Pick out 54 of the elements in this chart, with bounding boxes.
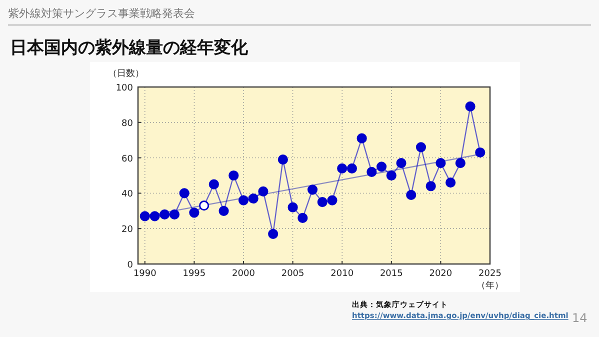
point [455, 158, 466, 168]
point [150, 211, 160, 222]
point [189, 208, 200, 218]
text: 14 [572, 311, 588, 325]
point [327, 195, 338, 206]
x-tick-label: 2000 [232, 269, 256, 279]
point [446, 178, 456, 188]
y-axis-title: （日数） [108, 68, 144, 79]
y-tick-label: 40 [122, 190, 134, 200]
point [317, 197, 328, 208]
point [307, 184, 318, 195]
x-tick-label: 2010 [330, 269, 354, 279]
point [179, 188, 190, 198]
chart-title: 日本国内の紫外線量の経年変化 [10, 38, 249, 58]
point [298, 212, 308, 224]
x-tick-label: 2005 [281, 269, 304, 279]
point [475, 147, 486, 158]
point [436, 158, 446, 168]
point [396, 158, 406, 168]
point [416, 142, 426, 152]
point [406, 190, 416, 200]
point [258, 186, 268, 196]
point [199, 200, 210, 211]
point [426, 181, 436, 192]
x-axis-title: （年） [476, 280, 504, 291]
point [208, 179, 219, 190]
y-tick-label: 20 [122, 225, 134, 236]
point [169, 209, 180, 220]
y-tick-label: 0 [127, 260, 134, 270]
point [278, 154, 288, 165]
point [268, 228, 278, 239]
point [160, 209, 170, 220]
x-tick-label: 2025 [478, 269, 502, 279]
x-tick-label: 1995 [182, 269, 206, 279]
point [346, 163, 358, 174]
x-tick-label: 2015 [380, 269, 403, 279]
point [288, 202, 298, 212]
point [218, 206, 229, 216]
y-tick-label: 80 [122, 118, 134, 129]
x-tick-label: 1990 [133, 269, 157, 279]
point [337, 163, 348, 174]
point [386, 170, 396, 181]
y-tick-label: 100 [116, 84, 134, 94]
point [465, 101, 476, 112]
y-tick-label: 60 [122, 154, 134, 164]
x-tick-label: 2020 [429, 269, 452, 279]
text: 紫外線対策サングラス事業戦略発表会 [8, 7, 195, 20]
point [228, 170, 239, 181]
point [356, 133, 367, 144]
point [248, 193, 258, 204]
point [140, 211, 150, 222]
point [376, 162, 387, 172]
point [238, 195, 249, 206]
point [366, 166, 377, 178]
